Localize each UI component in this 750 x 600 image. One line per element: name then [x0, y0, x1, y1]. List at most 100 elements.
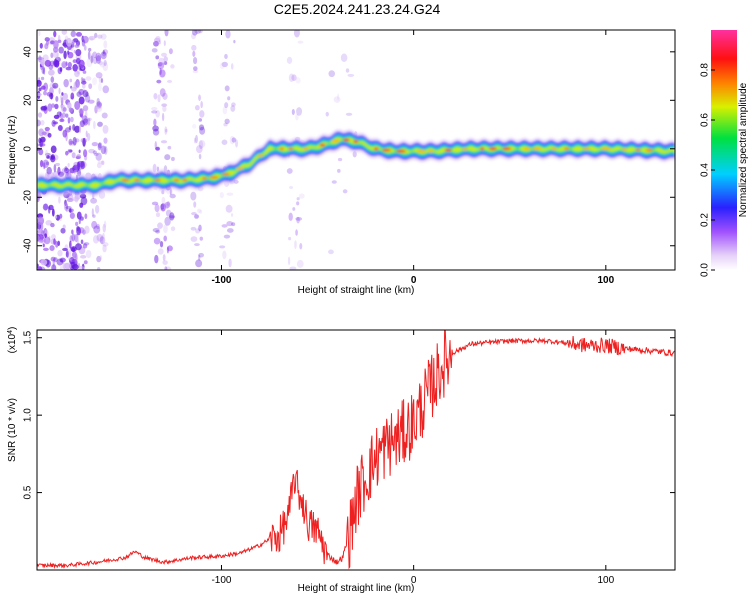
spectrogram-noise-cell [43, 236, 51, 245]
spectrogram-noise-cell [291, 108, 295, 115]
colorbar-gradient [711, 30, 737, 270]
spectrogram-noise-cell [152, 163, 157, 173]
spectrogram-noise-cell [96, 101, 102, 108]
spectrogram-noise-cell [57, 39, 62, 44]
spectrogram-noise-cell [198, 153, 202, 160]
spectrogram-noise-cell [37, 216, 45, 225]
spectrogram-noise-cell [67, 101, 72, 109]
spectrogram-hot-cell [532, 147, 541, 151]
spectrogram-noise-cell [78, 218, 81, 225]
spectrogram-noise-cell [166, 79, 173, 84]
spectrogram-noise-cell [80, 137, 88, 144]
spectrogram-noise-cell [221, 61, 228, 68]
spectrogram-noise-cell [50, 256, 56, 262]
spectrogram-noise-cell [82, 118, 89, 126]
spectrogram-noise-cell [169, 212, 175, 221]
spectrogram-noise-cell [193, 137, 197, 144]
spectrogram-noise-cell [91, 220, 98, 229]
spectrogram-noise-cell [226, 192, 234, 196]
spectrogram-noise-cell [325, 111, 329, 117]
spectrogram-noise-cell [160, 140, 168, 144]
spectrogram-noise-cell [41, 85, 46, 90]
spectrogram-noise-cell [39, 42, 43, 49]
spectrogram-noise-cell [161, 52, 167, 57]
spectrogram-noise-cell [98, 60, 103, 66]
spectrogram-noise-cell [69, 208, 72, 213]
spectrogram-noise-cell [67, 117, 71, 124]
spectrogram-noise-cell [164, 266, 168, 270]
spectrogram-noise-cell [162, 260, 168, 265]
spectrogram-hot-cell [396, 149, 407, 153]
spectrogram-noise-cell [43, 162, 46, 170]
spectrogram-noise-cell [195, 228, 201, 234]
spectrogram-noise-cell [91, 208, 94, 217]
spectrogram-noise-cell [67, 252, 72, 261]
spectrogram-noise-cell [69, 240, 72, 249]
spectrogram-noise-cell [69, 140, 74, 145]
spectrogram-noise-cell [191, 32, 197, 40]
spectrogram-noise-cell [154, 204, 160, 213]
spectrogram-noise-cell [85, 92, 89, 97]
spectrogram-noise-cell [77, 265, 85, 270]
spectrogram-noise-cell [62, 247, 68, 252]
spectrogram-noise-cell [153, 92, 158, 100]
spectrogram-noise-cell [50, 145, 57, 154]
spectrogram-noise-cell [155, 146, 161, 151]
spectrogram-noise-cell [54, 103, 59, 110]
spectrogram-hot-cell [342, 138, 350, 142]
spectrogram-noise-cell [158, 40, 161, 45]
spectrogram-noise-cell [87, 99, 95, 104]
spectrogram-noise-cell [82, 105, 89, 112]
spectrogram-noise-cell [88, 35, 96, 41]
spectrogram-noise-cell [62, 129, 68, 138]
spectrogram-noise-cell [96, 97, 100, 107]
spectrogram-noise-cell [352, 150, 357, 158]
spectrogram-noise-cell [152, 228, 160, 233]
spectrogram-noise-cell [159, 240, 164, 248]
spectrogram-noise-cell [222, 250, 227, 260]
spectrogram-noise-cell [151, 201, 159, 206]
spectrogram-noise-cell [286, 56, 293, 64]
spectrogram-noise-cell [221, 139, 228, 145]
colorbar-tick-label: 0.4 [700, 163, 711, 177]
spectrogram-noise-cell [198, 140, 206, 148]
spectrogram-noise-cell [37, 266, 43, 270]
colorbar: 0.0 0.2 0.4 0.6 0.8 Normalized spectral ampl… [700, 30, 749, 277]
spectrogram-noise-cell [44, 126, 50, 132]
spectrogram-noise-cell [45, 220, 53, 226]
spectrogram-noise-cell [191, 212, 197, 216]
spectrogram-noise-cell [165, 209, 172, 217]
spectrogram-noise-cell [52, 82, 59, 89]
spectrogram-noise-cell [72, 38, 77, 44]
spectrogram-noise-cell [163, 224, 168, 234]
spectrogram-noise-cell [235, 139, 239, 148]
spectrogram-noise-cell [160, 207, 166, 212]
spectrogram-noise-cell [42, 54, 49, 62]
spectrogram-hot-cell [635, 148, 641, 152]
spectrogram-noise-cell [70, 30, 77, 38]
spectrogram-noise-cell [37, 80, 42, 85]
spectrogram-noise-cell [231, 137, 237, 143]
spectrogram-hot-cell [134, 178, 140, 182]
spectrogram-noise-cell [156, 79, 162, 84]
spectrogram-noise-cell [198, 140, 204, 150]
spectrogram-noise-cell [76, 211, 82, 220]
spectrogram-noise-cell [163, 61, 168, 65]
spectrogram-noise-cell [90, 197, 98, 204]
spectrogram-hot-cell [288, 147, 294, 151]
spectrogram-noise-cell [164, 30, 169, 37]
spectrogram-noise-cell [44, 37, 50, 42]
spectrogram-hot-cell [182, 178, 188, 182]
spectrogram-noise-cell [77, 160, 85, 168]
spectrogram-noise-cell [43, 247, 49, 252]
spectrogram-noise-cell [85, 249, 92, 259]
spectrogram-noise-cell [190, 191, 197, 201]
spectrogram-noise-cell [68, 138, 73, 146]
spectrogram-y-label: Frequency (Hz) [7, 116, 18, 185]
spectrogram-noise-cell [73, 169, 78, 175]
spectrogram-noise-cell [294, 240, 297, 250]
spectrogram-noise-cell [157, 222, 163, 229]
spectrogram-noise-cell [162, 92, 168, 100]
spectrogram-noise-cell [59, 118, 65, 123]
snr-y-tick-label: 0.5 [23, 485, 34, 499]
